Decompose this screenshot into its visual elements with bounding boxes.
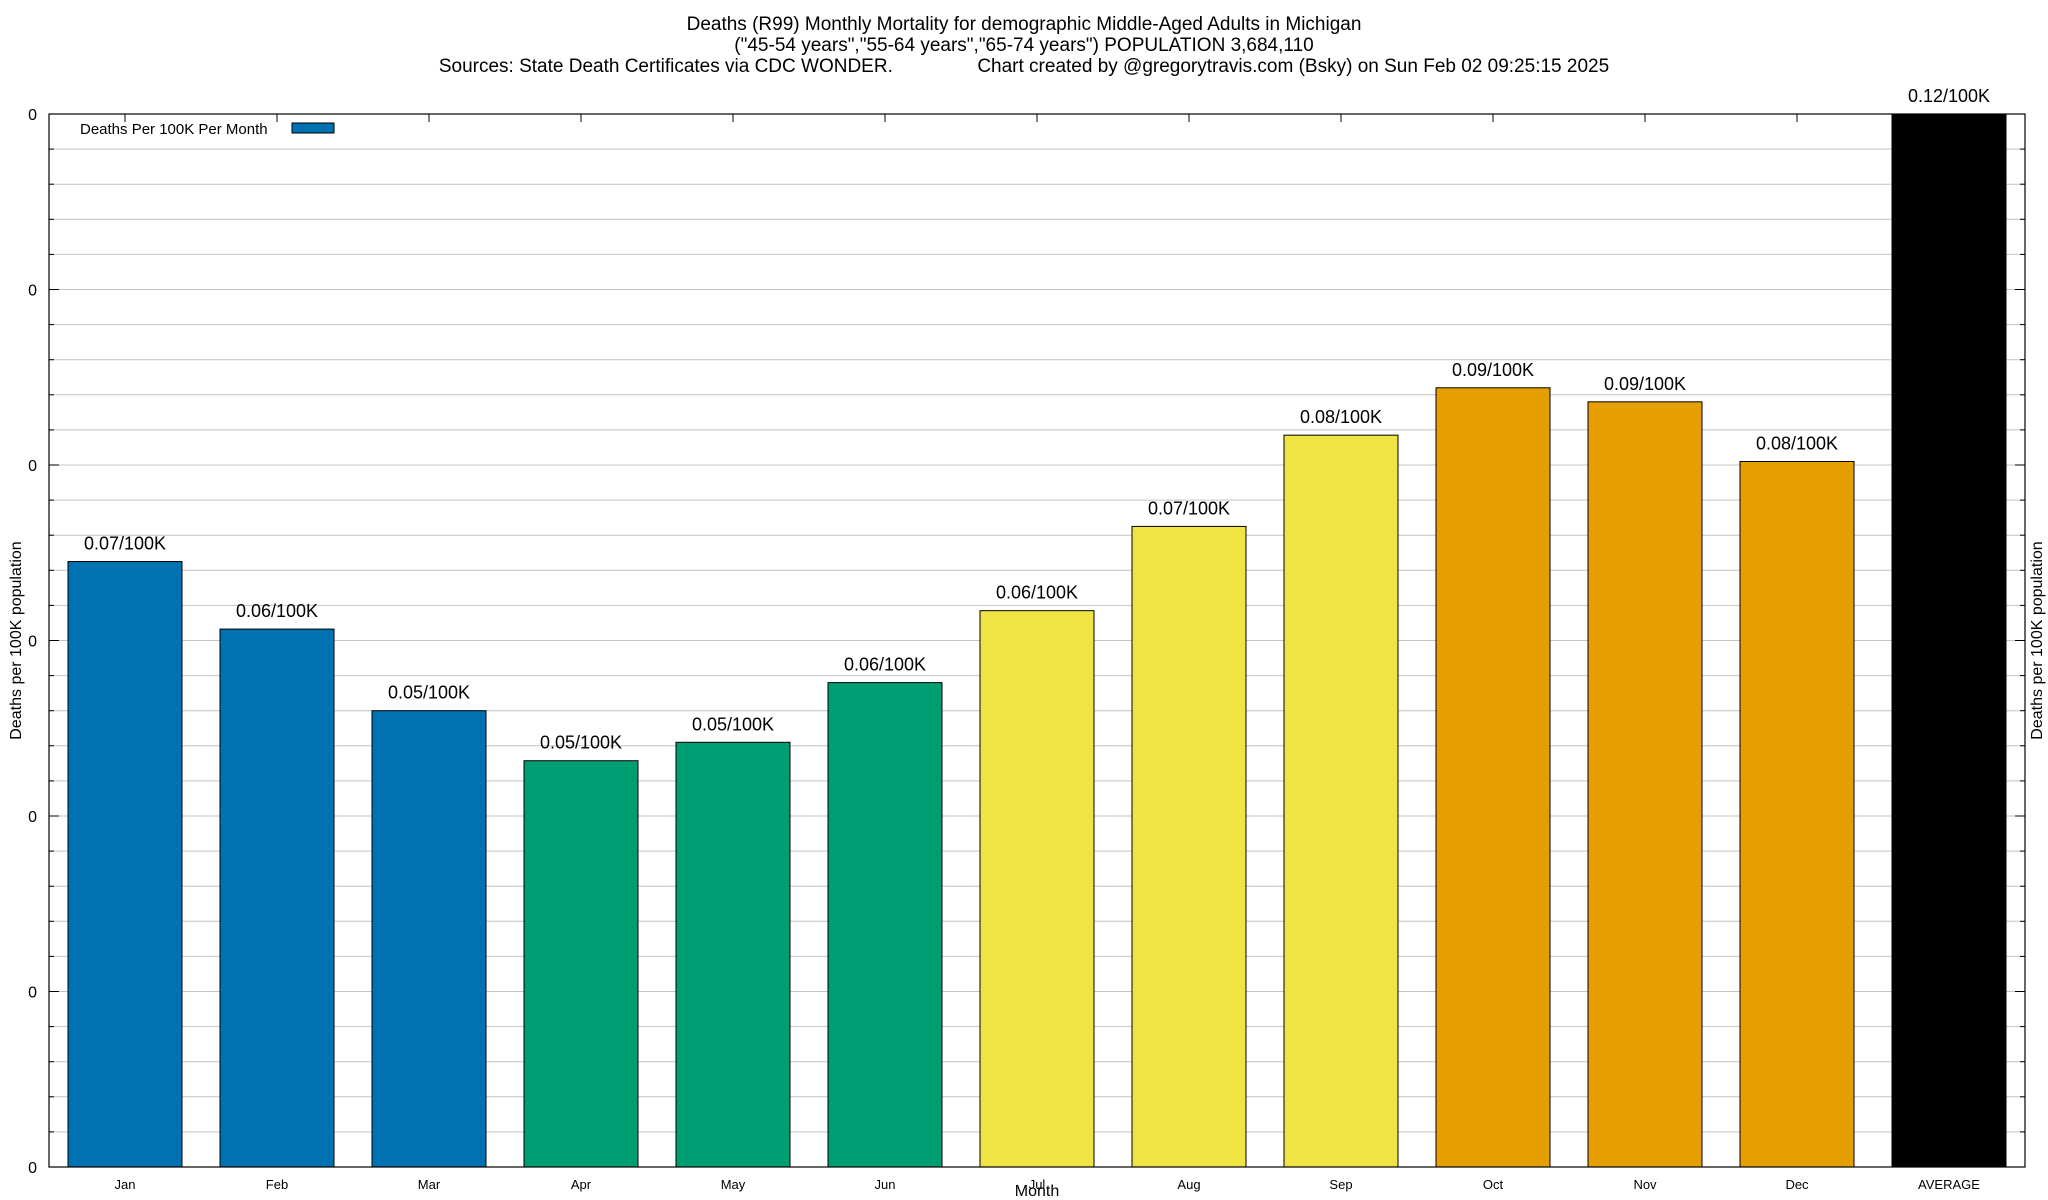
- bar-value-label: 0.07/100K: [84, 534, 166, 554]
- y-tick-label: 0: [28, 634, 37, 651]
- y-tick-label: 0: [28, 458, 37, 475]
- x-tick-label: Feb: [266, 1177, 288, 1192]
- bar-value-label: 0.05/100K: [692, 714, 774, 734]
- bar-value-label: 0.09/100K: [1452, 360, 1534, 380]
- y-tick-label: 0: [28, 1160, 37, 1177]
- bar-jun: [827, 682, 943, 1168]
- bar-feb: [219, 628, 335, 1168]
- bar-may: [675, 741, 791, 1168]
- y-tick-labels: 0 0 0 0 0 0 0: [28, 107, 37, 1177]
- bar-value-label: 0.07/100K: [1148, 498, 1230, 518]
- bar-value-label: 0.08/100K: [1300, 407, 1382, 427]
- x-tick-label: Oct: [1483, 1177, 1504, 1192]
- y-tick-label: 0: [28, 283, 37, 300]
- x-tick-label: Nov: [1633, 1177, 1657, 1192]
- y-tick-label: 0: [28, 107, 37, 124]
- bar-sep: [1283, 434, 1399, 1168]
- bar-value-label: 0.05/100K: [540, 733, 622, 753]
- x-tick-label: Jan: [115, 1177, 136, 1192]
- chart-sources: Sources: State Death Certificates via CD…: [438, 56, 1610, 77]
- x-tick-label: Jun: [875, 1177, 896, 1192]
- bar-mar: [371, 710, 487, 1168]
- y-tick-label: 0: [28, 809, 37, 826]
- bar-jan: [67, 561, 183, 1168]
- bar-value-label: 0.06/100K: [236, 601, 318, 621]
- chart-title: Deaths (R99) Monthly Mortality for demog…: [686, 14, 1362, 35]
- bar-value-labels: 0.07/100K 0.06/100K 0.05/100K 0.05/100K 0.05…: [84, 86, 1990, 753]
- y-axis-title-right: Deaths per 100K population: [2029, 541, 2046, 739]
- x-tick-label: AVERAGE: [1918, 1177, 1980, 1192]
- bar-nov: [1587, 401, 1703, 1168]
- x-axis-title: Month: [1015, 1183, 1059, 1200]
- bar-value-label: 0.06/100K: [996, 583, 1078, 603]
- x-tick-label: Aug: [1177, 1177, 1200, 1192]
- x-tick-label: Dec: [1785, 1177, 1809, 1192]
- plot-frame: [48, 113, 2026, 1168]
- x-tick-label: Apr: [571, 1177, 592, 1192]
- bar-value-label: 0.06/100K: [844, 655, 926, 675]
- bar-value-label: 0.08/100K: [1756, 433, 1838, 453]
- y-axis-title: Deaths per 100K population: [8, 541, 25, 739]
- bar-aug: [1131, 525, 1247, 1168]
- bar-jul: [979, 610, 1095, 1168]
- x-tick-label: May: [721, 1177, 746, 1192]
- x-tick-label: Jul: [1029, 1177, 1046, 1192]
- legend: Deaths Per 100K Per Month: [80, 121, 335, 138]
- chart-subtitle: ("45-54 years","55-64 years","65-74 year…: [734, 35, 1314, 56]
- bar-dec: [1739, 460, 1855, 1168]
- bar-value-label: 0.09/100K: [1604, 374, 1686, 394]
- legend-label: Deaths Per 100K Per Month: [80, 121, 268, 138]
- x-tick-label: Sep: [1329, 1177, 1352, 1192]
- legend-swatch: [291, 122, 335, 134]
- chart-title-block: Deaths (R99) Monthly Mortality for demog…: [0, 14, 2048, 77]
- x-tick-labels: Jan Feb Mar Apr May Jun Jul Aug Sep Oct Nov Dec AVER…: [115, 1177, 1981, 1192]
- bar-apr: [523, 760, 639, 1168]
- bar-value-label: 0.05/100K: [388, 683, 470, 703]
- y-tick-label: 0: [28, 985, 37, 1002]
- x-tick-label: Mar: [418, 1177, 441, 1192]
- bar-value-label: 0.12/100K: [1908, 86, 1990, 106]
- bar-oct: [1435, 387, 1551, 1168]
- bar-average: [1891, 113, 2007, 1168]
